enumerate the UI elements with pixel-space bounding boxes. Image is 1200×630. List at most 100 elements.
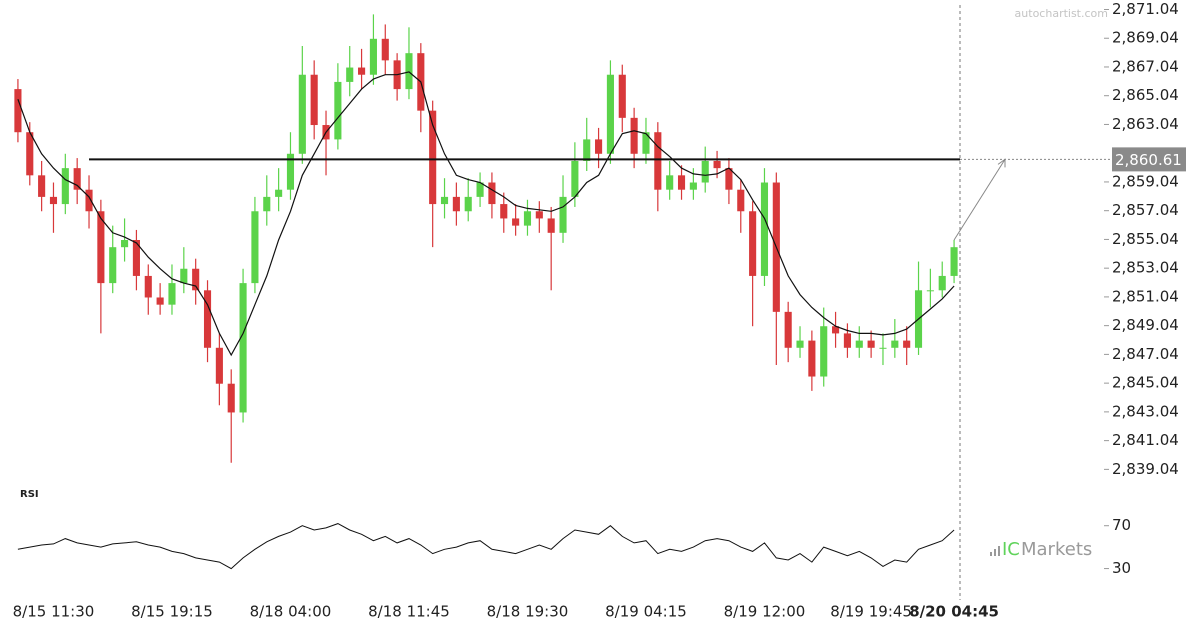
candle-body: [334, 81, 342, 140]
y-tick-label: 2,843.04: [1112, 402, 1179, 420]
candle-body: [346, 67, 354, 82]
candle-body: [737, 189, 745, 212]
candle-body: [523, 211, 532, 226]
forecast-arrowhead: [997, 158, 1006, 168]
candle-body: [227, 383, 235, 413]
x-tick-label: 8/20 04:45: [909, 603, 999, 621]
candle-body: [203, 290, 212, 348]
candle-body: [476, 182, 484, 197]
candle-body: [452, 196, 460, 212]
candle-body: [310, 74, 318, 126]
candle-body: [215, 347, 223, 384]
candle-body: [61, 168, 69, 205]
candle-body: [903, 340, 911, 348]
candle-body: [583, 139, 591, 161]
candle-body: [796, 340, 804, 348]
candle-body: [38, 175, 46, 197]
candle-body: [559, 196, 567, 233]
candle-body: [618, 74, 626, 118]
candle-body: [121, 240, 129, 248]
candle-body: [642, 132, 650, 154]
candle-body: [855, 340, 863, 348]
x-tick-label: 8/19 04:15: [605, 603, 687, 621]
y-tick-label: 2,839.04: [1112, 460, 1179, 478]
candle-body: [843, 333, 851, 348]
candle-body: [879, 347, 887, 349]
candle-body: [464, 196, 472, 212]
candle-body: [760, 182, 769, 276]
candle-body: [369, 38, 377, 75]
brand-markets: Markets: [1021, 539, 1092, 560]
candle-body: [192, 268, 200, 291]
candle-body: [97, 211, 105, 284]
y-tick-label: 2,851.04: [1112, 287, 1179, 305]
candle-body: [358, 67, 366, 75]
candle-body: [168, 283, 176, 305]
y-tick-label: 70: [1112, 516, 1131, 534]
candle-body: [547, 218, 555, 233]
candle-body: [654, 132, 662, 190]
candle-body: [630, 117, 638, 154]
candle-body: [701, 160, 709, 183]
x-tick-label: 8/15 19:15: [131, 603, 213, 621]
candle-body: [85, 189, 93, 212]
rsi-title: RSI: [20, 489, 39, 500]
candle-body: [251, 211, 259, 284]
brand: IC Markets: [990, 539, 1092, 560]
candle-body: [595, 139, 603, 154]
candle-body: [950, 247, 958, 276]
candle-body: [49, 196, 58, 205]
y-tick-label: 2,845.04: [1112, 374, 1179, 392]
candle-body: [298, 74, 306, 154]
candle-body: [535, 211, 543, 219]
candle-body: [677, 175, 686, 190]
candle-body: [867, 340, 875, 348]
y-tick-label: 2,853.04: [1112, 259, 1179, 277]
candle-body: [488, 182, 496, 205]
brand-bar: [994, 549, 996, 556]
candle-body: [440, 196, 449, 205]
y-tick-label: 2,841.04: [1112, 431, 1179, 449]
candle-body: [926, 290, 934, 292]
x-tick-label: 8/18 04:00: [250, 603, 332, 621]
candle-body: [725, 168, 733, 190]
candle-body: [180, 268, 188, 284]
y-tick-label: 2,869.04: [1112, 29, 1179, 47]
candle-body: [891, 340, 899, 348]
candle-body: [666, 175, 674, 190]
x-tick-label: 8/19 12:00: [724, 603, 806, 621]
y-tick-label: 2,871.04: [1112, 0, 1179, 18]
y-tick-label: 2,847.04: [1112, 345, 1179, 363]
candle-body: [689, 182, 697, 190]
candles: [14, 14, 958, 463]
candle-body: [713, 160, 721, 169]
candle-body: [749, 211, 757, 276]
candle-body: [500, 204, 508, 219]
candle-body: [275, 189, 283, 197]
y-tick-label: 2,863.04: [1112, 115, 1179, 133]
candle-body: [14, 89, 22, 133]
candle-body: [156, 297, 164, 305]
candle-body: [832, 326, 840, 334]
candle-body: [144, 275, 152, 298]
y-tick-label: 2,857.04: [1112, 201, 1179, 219]
candle-body: [26, 132, 34, 176]
moving-average: [17, 71, 955, 357]
level-label: 2,860.61: [1115, 151, 1182, 169]
level-label-box: [1112, 147, 1186, 172]
y-tick-label: 2,849.04: [1112, 316, 1179, 334]
x-tick-label: 8/15 11:30: [13, 603, 95, 621]
candle-body: [132, 240, 140, 276]
candle-body: [512, 218, 520, 226]
brand-bar: [990, 552, 992, 556]
candle-body: [109, 247, 117, 284]
y-tick-label: 30: [1112, 559, 1131, 577]
y-tick-label: 2,859.04: [1112, 172, 1179, 190]
candle-body: [263, 196, 271, 212]
candle-body: [571, 160, 579, 197]
x-tick-label: 8/19 19:45: [830, 603, 912, 621]
candle-body: [405, 53, 413, 90]
candle-body: [73, 168, 81, 190]
candle-body: [286, 153, 295, 190]
